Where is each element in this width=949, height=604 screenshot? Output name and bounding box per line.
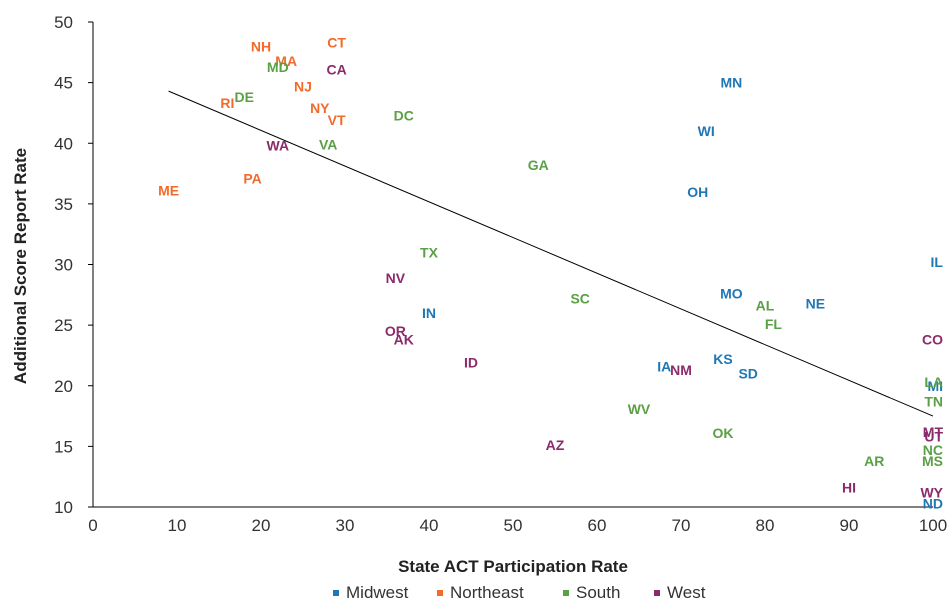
- data-point-mt: MT: [923, 424, 944, 440]
- data-point-vt: VT: [328, 112, 346, 128]
- x-tick-label: 100: [919, 516, 947, 535]
- data-point-ak: AK: [394, 332, 414, 348]
- x-axis-title: State ACT Participation Rate: [398, 557, 628, 576]
- x-tick-label: 30: [336, 516, 355, 535]
- y-tick-label: 15: [54, 437, 73, 456]
- x-tick-label: 20: [252, 516, 271, 535]
- x-tick-label: 70: [672, 516, 691, 535]
- legend-label-midwest: Midwest: [346, 583, 409, 602]
- data-point-wi: WI: [698, 123, 715, 139]
- data-point-co: CO: [922, 332, 943, 348]
- data-point-ne: NE: [806, 295, 825, 311]
- data-point-hi: HI: [842, 480, 856, 496]
- data-point-ma: MA: [275, 53, 297, 69]
- y-tick-label: 35: [54, 195, 73, 214]
- y-tick-label: 40: [54, 134, 73, 153]
- data-point-nv: NV: [386, 270, 406, 286]
- x-tick-labels: 0 10 20 30 40 50 60 70 80 90 100: [88, 516, 947, 535]
- data-point-tx: TX: [420, 244, 439, 260]
- y-tick-label: 50: [54, 13, 73, 32]
- data-point-ct: CT: [327, 35, 346, 51]
- axes: [92, 22, 933, 508]
- data-point-ms: MS: [922, 453, 943, 469]
- data-point-wa: WA: [267, 138, 290, 154]
- data-point-pa: PA: [243, 170, 261, 186]
- legend-swatch-south: [563, 590, 569, 596]
- y-tick-label: 30: [54, 256, 73, 275]
- x-tick-label: 0: [88, 516, 97, 535]
- legend-label-south: South: [576, 583, 620, 602]
- data-point-or: OR: [385, 323, 406, 339]
- x-tick-label: 90: [840, 516, 859, 535]
- data-point-al: AL: [756, 298, 775, 314]
- data-point-mi: MI: [927, 378, 943, 394]
- data-point-ar: AR: [864, 453, 884, 469]
- data-point-ca: CA: [326, 61, 346, 77]
- data-point-md: MD: [267, 59, 289, 75]
- x-tick-label: 60: [588, 516, 607, 535]
- data-point-sc: SC: [570, 290, 589, 306]
- data-point-in: IN: [422, 305, 436, 321]
- x-tick-label: 50: [504, 516, 523, 535]
- y-axis-title: Additional Score Report Rate: [11, 148, 30, 384]
- y-tick-label: 10: [54, 498, 73, 517]
- data-point-sd: SD: [738, 366, 757, 382]
- x-tick-label: 80: [756, 516, 775, 535]
- data-point-ks: KS: [713, 351, 732, 367]
- y-tick-label: 20: [54, 377, 73, 396]
- data-point-wy: WY: [920, 484, 943, 500]
- legend-label-northeast: Northeast: [450, 583, 524, 602]
- data-point-ga: GA: [528, 157, 549, 173]
- data-point-me: ME: [158, 183, 179, 199]
- data-point-il: IL: [931, 254, 944, 270]
- trendline: [168, 90, 934, 417]
- data-point-mo: MO: [720, 286, 743, 302]
- data-point-nm: NM: [670, 362, 692, 378]
- data-point-va: VA: [319, 136, 337, 152]
- data-point-fl: FL: [765, 316, 783, 332]
- legend-label-west: West: [667, 583, 706, 602]
- data-point-de: DE: [234, 89, 253, 105]
- data-point-nc: NC: [923, 442, 943, 458]
- data-point-tn: TN: [924, 394, 943, 410]
- data-point-id: ID: [464, 355, 478, 371]
- legend-swatch-west: [654, 590, 660, 596]
- legend-swatch-northeast: [437, 590, 443, 596]
- data-point-ut: UT: [924, 429, 943, 445]
- data-point-az: AZ: [546, 437, 565, 453]
- data-point-ri: RI: [220, 95, 234, 111]
- data-point-mn: MN: [721, 75, 743, 91]
- data-point-la: LA: [924, 374, 943, 390]
- data-point-wv: WV: [628, 401, 651, 417]
- x-tick-label: 40: [420, 516, 439, 535]
- y-tick-labels: 10 15 20 25 30 35 40 45 50: [54, 13, 93, 517]
- data-point-oh: OH: [687, 184, 708, 200]
- data-point-ia: IA: [657, 358, 671, 374]
- x-tick-label: 10: [168, 516, 187, 535]
- legend: Midwest Northeast South West: [333, 583, 706, 602]
- data-point-dc: DC: [394, 107, 414, 123]
- y-tick-label: 45: [54, 74, 73, 93]
- legend-swatch-midwest: [333, 590, 339, 596]
- data-point-nj: NJ: [294, 78, 312, 94]
- data-point-ok: OK: [713, 425, 734, 441]
- data-point-ny: NY: [310, 100, 330, 116]
- data-point-nh: NH: [251, 38, 271, 54]
- y-tick-label: 25: [54, 316, 73, 335]
- data-point-nd: ND: [923, 495, 943, 511]
